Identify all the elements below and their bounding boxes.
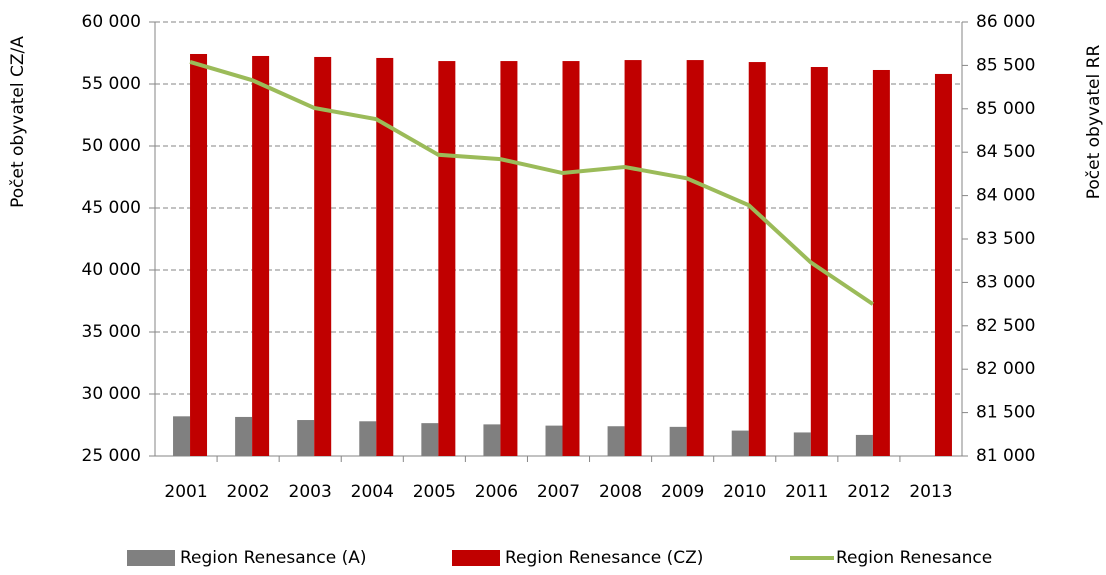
x-tick-label: 2002 bbox=[226, 482, 269, 502]
x-tick-label: 2011 bbox=[785, 482, 828, 502]
bar bbox=[793, 432, 811, 456]
bar bbox=[624, 60, 642, 457]
y2-tick-label: 82 500 bbox=[976, 316, 1035, 336]
bar bbox=[438, 61, 456, 457]
bar bbox=[483, 424, 501, 456]
x-tick-label: 2007 bbox=[537, 482, 580, 502]
y-tick-label: 40 000 bbox=[82, 260, 141, 280]
bar bbox=[421, 423, 439, 456]
y2-tick-label: 84 000 bbox=[976, 186, 1035, 206]
y2-tick-label: 85 500 bbox=[976, 55, 1035, 75]
y2-tick-label: 83 000 bbox=[976, 272, 1035, 292]
bar bbox=[562, 61, 580, 457]
y-tick-label: 50 000 bbox=[82, 136, 141, 156]
y2-tick-label: 85 000 bbox=[976, 99, 1035, 119]
y-tick-label: 60 000 bbox=[82, 12, 141, 32]
bar bbox=[545, 425, 563, 456]
bar bbox=[731, 430, 749, 456]
bar bbox=[376, 57, 394, 457]
y2-tick-label: 81 000 bbox=[976, 446, 1035, 466]
y-tick-label: 25 000 bbox=[82, 446, 141, 466]
y2-tick-label: 81 500 bbox=[976, 403, 1035, 423]
x-tick-label: 2004 bbox=[351, 482, 394, 502]
bar bbox=[173, 416, 191, 456]
legend-swatch bbox=[452, 550, 500, 566]
bar bbox=[669, 426, 687, 456]
bar bbox=[607, 426, 625, 456]
bar bbox=[810, 67, 828, 457]
bar bbox=[500, 61, 518, 457]
x-tick-label: 2005 bbox=[413, 482, 456, 502]
y-tick-label: 55 000 bbox=[82, 74, 141, 94]
x-tick-label: 2003 bbox=[289, 482, 332, 502]
bar bbox=[872, 69, 890, 456]
bar bbox=[314, 56, 332, 457]
x-tick-label: 2013 bbox=[909, 482, 952, 502]
x-tick-label: 2006 bbox=[475, 482, 518, 502]
y2-tick-label: 83 500 bbox=[976, 229, 1035, 249]
bar bbox=[235, 416, 253, 456]
legend-label: Region Renesance (CZ) bbox=[505, 548, 703, 568]
bar bbox=[855, 434, 873, 456]
y2-tick-label: 84 500 bbox=[976, 142, 1035, 162]
bar bbox=[297, 420, 315, 456]
x-tick-label: 2010 bbox=[723, 482, 766, 502]
bar bbox=[190, 53, 208, 456]
bar bbox=[748, 62, 766, 456]
x-tick-label: 2008 bbox=[599, 482, 642, 502]
legend-label: Region Renesance bbox=[836, 548, 992, 568]
x-tick-label: 2009 bbox=[661, 482, 704, 502]
legend-label: Region Renesance (A) bbox=[180, 548, 367, 568]
y2-axis-label: Počet obyvatel RR bbox=[1084, 45, 1104, 200]
bar bbox=[359, 421, 377, 456]
bar bbox=[934, 73, 952, 457]
bar bbox=[686, 60, 704, 457]
line bbox=[189, 60, 874, 306]
bar bbox=[252, 55, 270, 456]
legend-swatch bbox=[127, 550, 175, 566]
x-tick-label: 2001 bbox=[164, 482, 207, 502]
y-tick-label: 45 000 bbox=[82, 198, 141, 218]
x-tick-label: 2012 bbox=[847, 482, 890, 502]
y2-tick-label: 86 000 bbox=[976, 12, 1035, 32]
y2-tick-label: 82 000 bbox=[976, 359, 1035, 379]
y-tick-label: 30 000 bbox=[82, 384, 141, 404]
y-axis-label: Počet obyvatel CZ/A bbox=[8, 36, 28, 208]
y-tick-label: 35 000 bbox=[82, 322, 141, 342]
